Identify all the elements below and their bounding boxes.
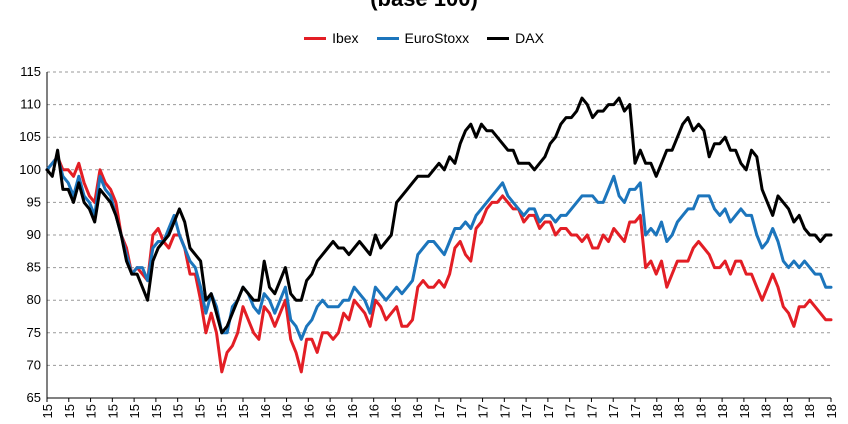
- chart-legend: Ibex EuroStoxx DAX: [0, 30, 848, 46]
- legend-item-dax: DAX: [487, 30, 544, 46]
- x-tick-label: 17: [628, 404, 643, 418]
- x-tick-label: 18: [693, 404, 708, 418]
- x-tick-label: 15: [192, 404, 207, 418]
- x-tick-label: 18: [672, 404, 687, 418]
- x-tick-label: 16: [345, 404, 360, 418]
- y-tick-label: 80: [27, 292, 41, 307]
- x-tick-label: 15: [171, 404, 186, 418]
- y-tick-label: 95: [27, 194, 41, 209]
- x-tick-label: 16: [367, 404, 382, 418]
- x-tick-label: 15: [84, 404, 99, 418]
- x-tick-label: 17: [476, 404, 491, 418]
- x-tick-label: 15: [214, 404, 229, 418]
- legend-swatch-dax: [487, 36, 510, 40]
- legend-swatch-ibex: [304, 36, 327, 40]
- x-tick-label: 16: [410, 404, 425, 418]
- x-tick-label: 16: [280, 404, 295, 418]
- legend-label-eurostoxx: EuroStoxx: [404, 30, 470, 46]
- x-tick-label: 17: [563, 404, 578, 418]
- x-tick-label: 18: [715, 404, 730, 418]
- series-line-dax: [45, 96, 833, 335]
- legend-swatch-eurostoxx: [376, 36, 399, 40]
- x-tick-label: 18: [737, 404, 752, 418]
- x-tick-label: 15: [149, 404, 164, 418]
- series-line-ibex: [45, 155, 833, 374]
- series-line-eurostoxx: [45, 155, 833, 341]
- x-tick-label: 15: [62, 404, 77, 418]
- x-tick-label: 17: [584, 404, 599, 418]
- y-tick-label: 110: [20, 97, 41, 112]
- x-tick-label: 15: [105, 404, 120, 418]
- y-tick-label: 85: [27, 260, 41, 275]
- y-tick-label: 90: [27, 227, 41, 242]
- x-tick-label: 16: [323, 404, 338, 418]
- x-tick-label: 17: [432, 404, 447, 418]
- x-tick-label: 17: [541, 404, 556, 418]
- legend-item-eurostoxx: EuroStoxx: [376, 30, 470, 46]
- x-tick-label: 15: [40, 404, 55, 418]
- chart-title: (base 100): [0, 0, 848, 12]
- legend-label-dax: DAX: [515, 30, 544, 46]
- x-tick-label: 15: [127, 404, 142, 418]
- x-tick-label: 17: [519, 404, 534, 418]
- y-tick-label: 100: [19, 162, 41, 177]
- x-tick-label: 18: [802, 404, 817, 418]
- x-tick-label: 16: [301, 404, 316, 418]
- x-tick-label: 18: [650, 404, 665, 418]
- x-tick-label: 18: [780, 404, 795, 418]
- x-tick-label: 16: [388, 404, 403, 418]
- y-tick-label: 115: [20, 64, 41, 79]
- x-tick-label: 18: [759, 404, 774, 418]
- y-tick-label: 75: [27, 325, 41, 340]
- x-tick-label: 17: [497, 404, 512, 418]
- x-tick-label: 16: [258, 404, 273, 418]
- legend-item-ibex: Ibex: [304, 30, 359, 46]
- y-tick-label: 105: [19, 129, 41, 144]
- x-tick-label: 18: [824, 404, 839, 418]
- legend-label-ibex: Ibex: [332, 30, 359, 46]
- y-tick-label: 70: [27, 357, 41, 372]
- x-tick-label: 15: [236, 404, 251, 418]
- x-tick-label: 17: [454, 404, 469, 418]
- y-tick-label: 65: [27, 390, 41, 405]
- x-tick-label: 17: [606, 404, 621, 418]
